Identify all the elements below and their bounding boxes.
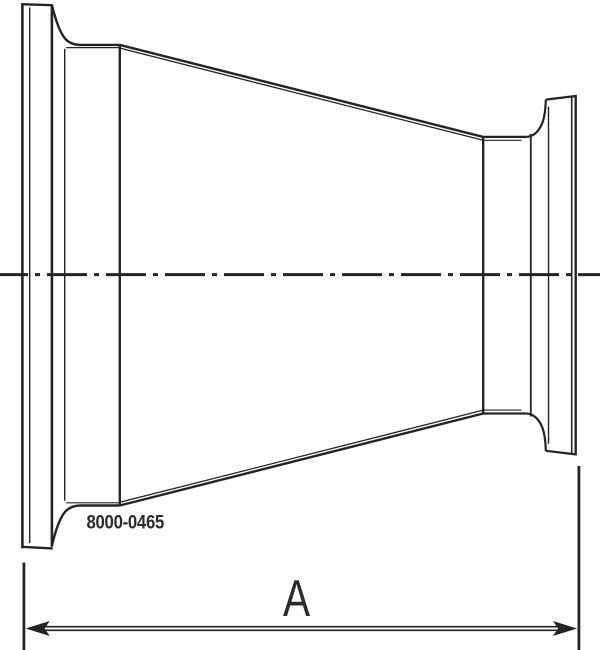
dimension-arrow-left (25, 621, 50, 636)
large-ferrule-bottom-edge (21, 545, 53, 550)
reducer-cone (119, 43, 484, 507)
cone-outer-bottom-line (119, 412, 484, 507)
dimension-a-label: A (283, 569, 310, 627)
small-ferrule-top-edge (545, 94, 577, 101)
dimension-arrow-right (552, 621, 578, 636)
part-number-label: 8000-0465 (87, 512, 165, 533)
dimension-annotation: A (22, 466, 581, 650)
cone-inner-bottom-line (120, 409, 484, 503)
cone-outer-top-line (119, 43, 484, 139)
large-ferrule-top-edge (21, 3, 53, 7)
small-ferrule-bottom-edge (545, 449, 577, 456)
large-ferrule-top-ramp (50, 4, 120, 47)
large-ferrule-bottom-ramp (50, 504, 120, 546)
small-ferrule-top-ramp (526, 99, 547, 138)
cone-inner-top-line (120, 47, 484, 141)
small-ferrule-bottom-ramp (526, 412, 547, 451)
